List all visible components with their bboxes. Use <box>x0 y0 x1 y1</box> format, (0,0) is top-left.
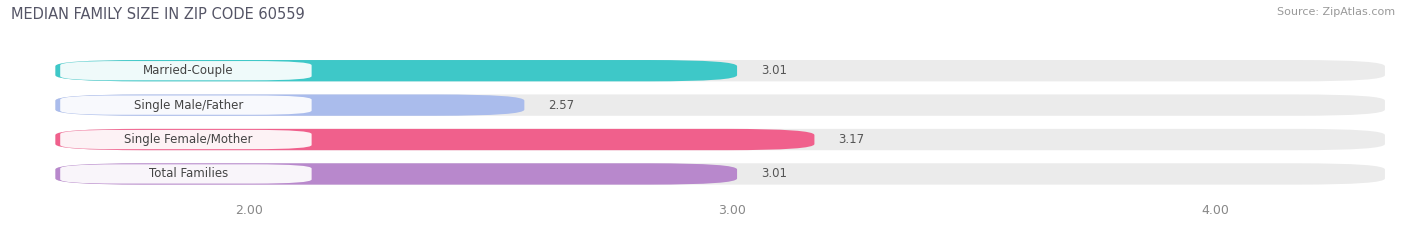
FancyBboxPatch shape <box>60 96 312 115</box>
Text: 2.57: 2.57 <box>548 99 575 112</box>
FancyBboxPatch shape <box>55 163 1385 185</box>
FancyBboxPatch shape <box>60 130 312 149</box>
Text: 3.01: 3.01 <box>761 64 787 77</box>
FancyBboxPatch shape <box>55 60 737 81</box>
Text: 3.01: 3.01 <box>761 168 787 180</box>
Text: Single Male/Father: Single Male/Father <box>134 99 243 112</box>
Text: Source: ZipAtlas.com: Source: ZipAtlas.com <box>1277 7 1395 17</box>
Text: Married-Couple: Married-Couple <box>143 64 233 77</box>
FancyBboxPatch shape <box>55 163 737 185</box>
FancyBboxPatch shape <box>55 129 1385 150</box>
FancyBboxPatch shape <box>55 60 1385 81</box>
FancyBboxPatch shape <box>55 94 1385 116</box>
FancyBboxPatch shape <box>60 61 312 80</box>
FancyBboxPatch shape <box>55 129 814 150</box>
Text: MEDIAN FAMILY SIZE IN ZIP CODE 60559: MEDIAN FAMILY SIZE IN ZIP CODE 60559 <box>11 7 305 22</box>
Text: 3.17: 3.17 <box>838 133 865 146</box>
Text: Single Female/Mother: Single Female/Mother <box>124 133 253 146</box>
FancyBboxPatch shape <box>60 164 312 184</box>
Text: Total Families: Total Families <box>149 168 228 180</box>
FancyBboxPatch shape <box>55 94 524 116</box>
